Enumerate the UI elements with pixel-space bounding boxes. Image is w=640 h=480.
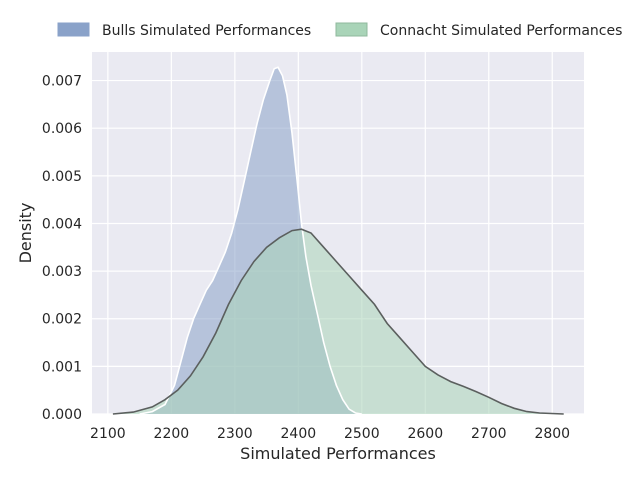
x-axis-ticks: 2100 2200 2300 2400 2500 2600 2700 2800 xyxy=(90,426,570,442)
y-axis-label: Density xyxy=(16,203,35,264)
y-tick-label-1: 0.001 xyxy=(42,359,82,375)
y-tick-label-4: 0.004 xyxy=(42,216,82,232)
series-area-1 xyxy=(112,229,564,414)
x-tick-label-6: 2700 xyxy=(471,426,507,442)
x-tick-label-1: 2200 xyxy=(154,426,190,442)
x-tick-label-2: 2300 xyxy=(217,426,253,442)
x-tick-label-4: 2500 xyxy=(344,426,380,442)
x-tick-label-3: 2400 xyxy=(281,426,317,442)
legend-label-0: Bulls Simulated Performances xyxy=(102,23,311,39)
series-line-0 xyxy=(139,66,362,415)
series-line-1 xyxy=(112,228,564,415)
y-tick-label-3: 0.003 xyxy=(42,264,82,280)
series-layer xyxy=(112,66,564,415)
x-tick-label-5: 2600 xyxy=(407,426,443,442)
legend-patch-0 xyxy=(57,22,90,37)
y-axis-ticks: 0.000 0.001 0.002 0.003 0.004 0.005 0.006 0.007 xyxy=(42,74,82,423)
y-tick-label-5: 0.005 xyxy=(42,169,82,185)
x-axis-label: Simulated Performances xyxy=(240,444,436,463)
y-tick-label-2: 0.002 xyxy=(42,312,82,328)
x-tick-label-0: 2100 xyxy=(90,426,126,442)
legend-patch-1 xyxy=(335,22,368,37)
y-tick-label-7: 0.007 xyxy=(42,74,82,90)
x-tick-label-7: 2800 xyxy=(534,426,570,442)
legend-label-1: Connacht Simulated Performances xyxy=(380,23,622,39)
y-tick-label-0: 0.000 xyxy=(42,407,82,423)
legend: Bulls Simulated Performances Connacht Sim… xyxy=(57,22,622,39)
y-tick-label-6: 0.006 xyxy=(42,121,82,137)
